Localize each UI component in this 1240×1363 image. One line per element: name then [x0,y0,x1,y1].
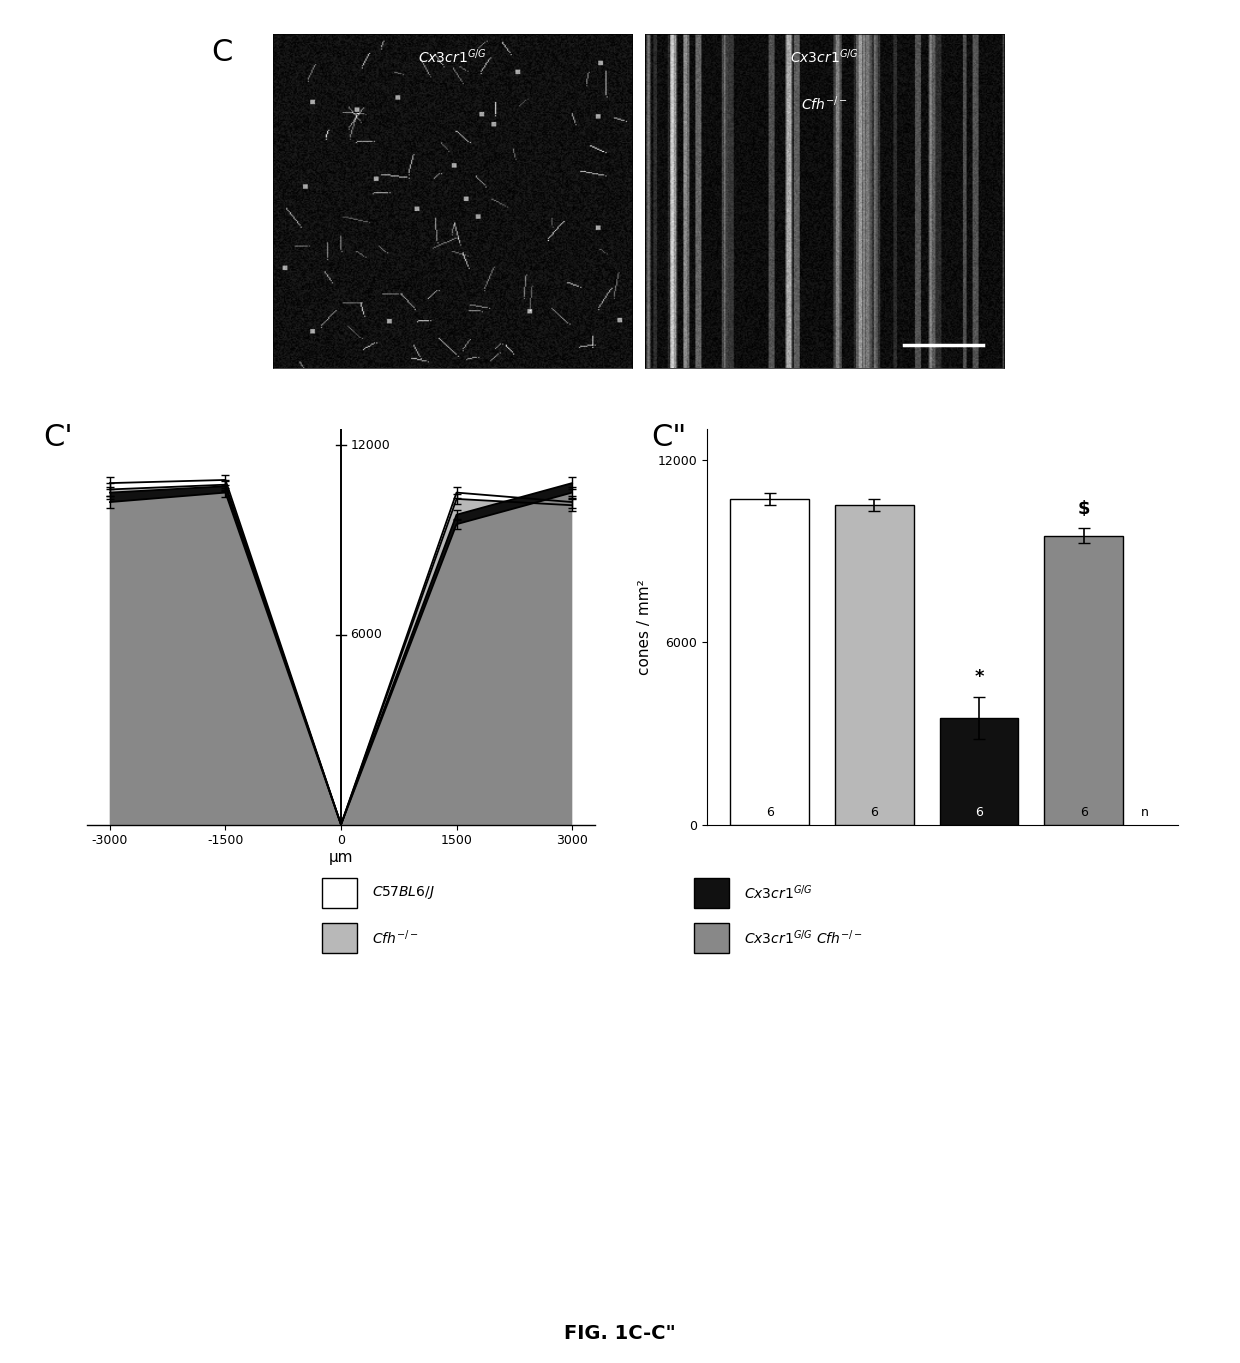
Text: $: $ [1078,499,1090,518]
Text: $Cfh^{-/-}$: $Cfh^{-/-}$ [372,928,419,947]
Text: n: n [1141,806,1149,819]
Bar [835,506,914,825]
Text: $Cx3cr1^{G/G}$: $Cx3cr1^{G/G}$ [418,48,487,65]
Y-axis label: cones / mm²: cones / mm² [637,579,652,675]
Bar [730,499,808,825]
Text: C': C' [43,423,73,451]
Text: FIG. 1C-C": FIG. 1C-C" [564,1323,676,1343]
Text: 6000: 6000 [350,628,382,642]
Text: $Cx3cr1^{G/G}$: $Cx3cr1^{G/G}$ [744,883,813,902]
Text: $Cx3cr1^{G/G}$ $Cfh^{-/-}$: $Cx3cr1^{G/G}$ $Cfh^{-/-}$ [744,928,863,947]
Text: 6: 6 [870,806,878,819]
Text: $Cx3cr1^{G/G}$: $Cx3cr1^{G/G}$ [790,48,859,65]
Text: 6: 6 [975,806,983,819]
X-axis label: μm: μm [329,851,353,866]
FancyBboxPatch shape [694,878,729,908]
Bar [940,718,1018,825]
Text: *: * [975,668,983,686]
FancyBboxPatch shape [322,878,357,908]
Text: 12000: 12000 [350,439,391,451]
Text: $Cfh^{-/-}$: $Cfh^{-/-}$ [801,94,848,113]
Text: $C57BL6/J$: $C57BL6/J$ [372,885,435,901]
FancyBboxPatch shape [694,923,729,953]
Text: 6: 6 [1080,806,1087,819]
Text: 6: 6 [765,806,774,819]
FancyBboxPatch shape [322,923,357,953]
Bar [1044,536,1123,825]
Text: C": C" [651,423,686,451]
Text: C: C [211,38,232,67]
